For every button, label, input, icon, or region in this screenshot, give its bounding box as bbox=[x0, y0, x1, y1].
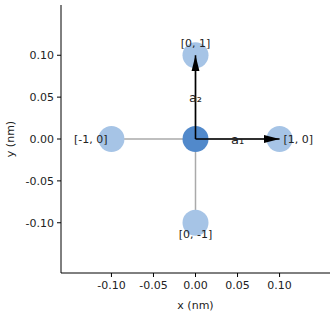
site-label: [0, 1] bbox=[181, 37, 211, 50]
chart: a₁ a₂ [1, 0] [-1, 0] [0, 1] [0, -1] -0.10 -0.05… bbox=[0, 0, 335, 317]
y-tick-label: 0.05 bbox=[30, 91, 55, 104]
y-axis-label: y (nm) bbox=[4, 121, 17, 157]
x-tick bbox=[195, 273, 196, 277]
x-tick-label: 0.05 bbox=[225, 279, 250, 292]
y-tick-label: 0.10 bbox=[30, 49, 55, 62]
plot-area bbox=[98, 42, 292, 236]
y-tick bbox=[57, 139, 61, 140]
vector-label: a₁ bbox=[231, 132, 244, 147]
site-label: [0, -1] bbox=[179, 228, 213, 241]
y-tick bbox=[57, 222, 61, 223]
y-tick-label: -0.05 bbox=[26, 175, 54, 188]
y-tick-label: -0.10 bbox=[26, 217, 54, 230]
x-tick bbox=[279, 273, 280, 277]
vector-label: a₂ bbox=[189, 90, 202, 105]
y-tick bbox=[57, 180, 61, 181]
x-tick-label: -0.05 bbox=[139, 279, 167, 292]
site-label: [1, 0] bbox=[284, 133, 314, 146]
x-tick bbox=[237, 273, 238, 277]
x-axis-label: x (nm) bbox=[177, 299, 213, 312]
y-tick bbox=[57, 97, 61, 98]
x-tick-label: 0.10 bbox=[267, 279, 292, 292]
site-label: [-1, 0] bbox=[74, 133, 108, 146]
x-tick bbox=[153, 273, 154, 277]
y-tick-label: 0.00 bbox=[30, 133, 55, 146]
x-tick-label: -0.10 bbox=[97, 279, 125, 292]
x-tick-label: 0.00 bbox=[183, 279, 208, 292]
x-tick bbox=[111, 273, 112, 277]
y-tick bbox=[57, 55, 61, 56]
